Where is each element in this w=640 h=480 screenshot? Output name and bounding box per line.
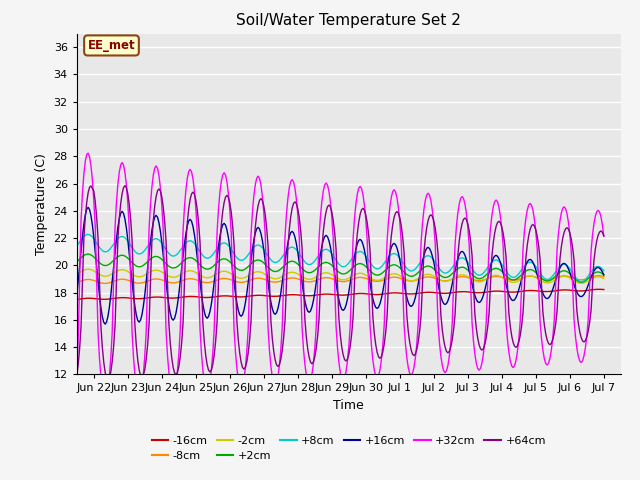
+16cm [84,204,92,210]
-8cm [600,274,607,279]
-8cm [595,273,602,278]
Y-axis label: Temperature (C): Temperature (C) [35,153,48,255]
Line: +32cm: +32cm [60,153,604,420]
-2cm [436,276,444,282]
+8cm [84,231,92,237]
+16cm [420,252,428,258]
+8cm [106,247,113,252]
-2cm [84,266,92,272]
+2cm [600,272,607,278]
+2cm [436,272,444,277]
+16cm [70,315,78,321]
-16cm [70,297,78,303]
+64cm [436,282,444,288]
+2cm [281,262,289,268]
+2cm [84,251,92,257]
-2cm [56,267,63,273]
+2cm [577,279,585,285]
+2cm [345,268,353,274]
+8cm [577,279,585,285]
-2cm [68,273,76,278]
+64cm [281,317,289,323]
-8cm [281,276,289,282]
-8cm [419,275,426,281]
Text: EE_met: EE_met [88,39,135,52]
-16cm [345,292,353,298]
+8cm [600,268,607,274]
+2cm [419,265,426,271]
+2cm [68,262,76,267]
+32cm [283,211,291,217]
X-axis label: Time: Time [333,399,364,412]
-2cm [281,272,289,277]
+32cm [56,177,63,183]
-16cm [600,287,607,292]
-16cm [596,287,604,292]
Line: +2cm: +2cm [60,254,604,282]
+64cm [600,233,607,239]
-16cm [66,297,74,303]
+8cm [281,250,289,256]
+8cm [436,266,444,272]
+32cm [67,417,75,422]
Line: -2cm: -2cm [60,269,604,283]
+64cm [345,351,353,357]
+32cm [107,355,115,360]
+32cm [84,150,92,156]
+32cm [70,403,78,408]
+8cm [68,247,76,252]
+2cm [106,261,113,267]
+16cm [56,232,63,238]
+64cm [106,375,113,381]
-16cm [281,292,289,298]
-2cm [577,280,585,286]
+16cm [67,323,75,329]
-2cm [345,276,353,281]
-8cm [345,277,353,283]
+32cm [437,353,445,359]
+64cm [56,179,63,184]
Line: -16cm: -16cm [60,289,604,300]
+64cm [68,381,76,386]
-16cm [419,290,426,296]
-16cm [106,296,113,302]
-16cm [56,296,63,302]
+16cm [107,292,115,298]
+16cm [437,294,445,300]
+32cm [600,233,607,239]
-8cm [67,281,75,287]
+64cm [419,282,426,288]
-16cm [436,290,444,296]
-2cm [419,273,426,279]
-8cm [70,280,78,286]
+16cm [283,249,291,254]
+2cm [56,253,63,259]
-2cm [600,276,607,281]
Line: +8cm: +8cm [60,234,604,282]
+8cm [345,260,353,266]
+64cm [70,382,78,388]
+16cm [600,272,607,278]
-8cm [436,277,444,283]
Line: +64cm: +64cm [60,181,604,385]
-2cm [106,273,113,278]
+16cm [346,280,354,286]
-8cm [56,278,63,284]
Legend: -16cm, -8cm, -2cm, +2cm, +8cm, +16cm, +32cm, +64cm: -16cm, -8cm, -2cm, +2cm, +8cm, +16cm, +3… [147,431,550,466]
Line: +16cm: +16cm [60,207,604,326]
+32cm [420,207,428,213]
+8cm [419,256,426,262]
Line: -8cm: -8cm [60,276,604,284]
+32cm [346,323,354,329]
Title: Soil/Water Temperature Set 2: Soil/Water Temperature Set 2 [236,13,461,28]
+8cm [56,234,63,240]
-8cm [106,280,113,286]
